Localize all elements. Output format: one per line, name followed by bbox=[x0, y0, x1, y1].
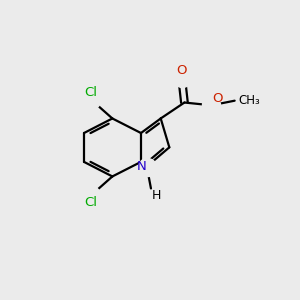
Text: Cl: Cl bbox=[85, 85, 98, 99]
Text: O: O bbox=[176, 64, 187, 77]
Text: O: O bbox=[212, 92, 222, 105]
Text: CH₃: CH₃ bbox=[239, 94, 261, 107]
Text: Cl: Cl bbox=[85, 196, 98, 209]
Text: H: H bbox=[152, 189, 161, 202]
Text: N: N bbox=[136, 160, 146, 172]
